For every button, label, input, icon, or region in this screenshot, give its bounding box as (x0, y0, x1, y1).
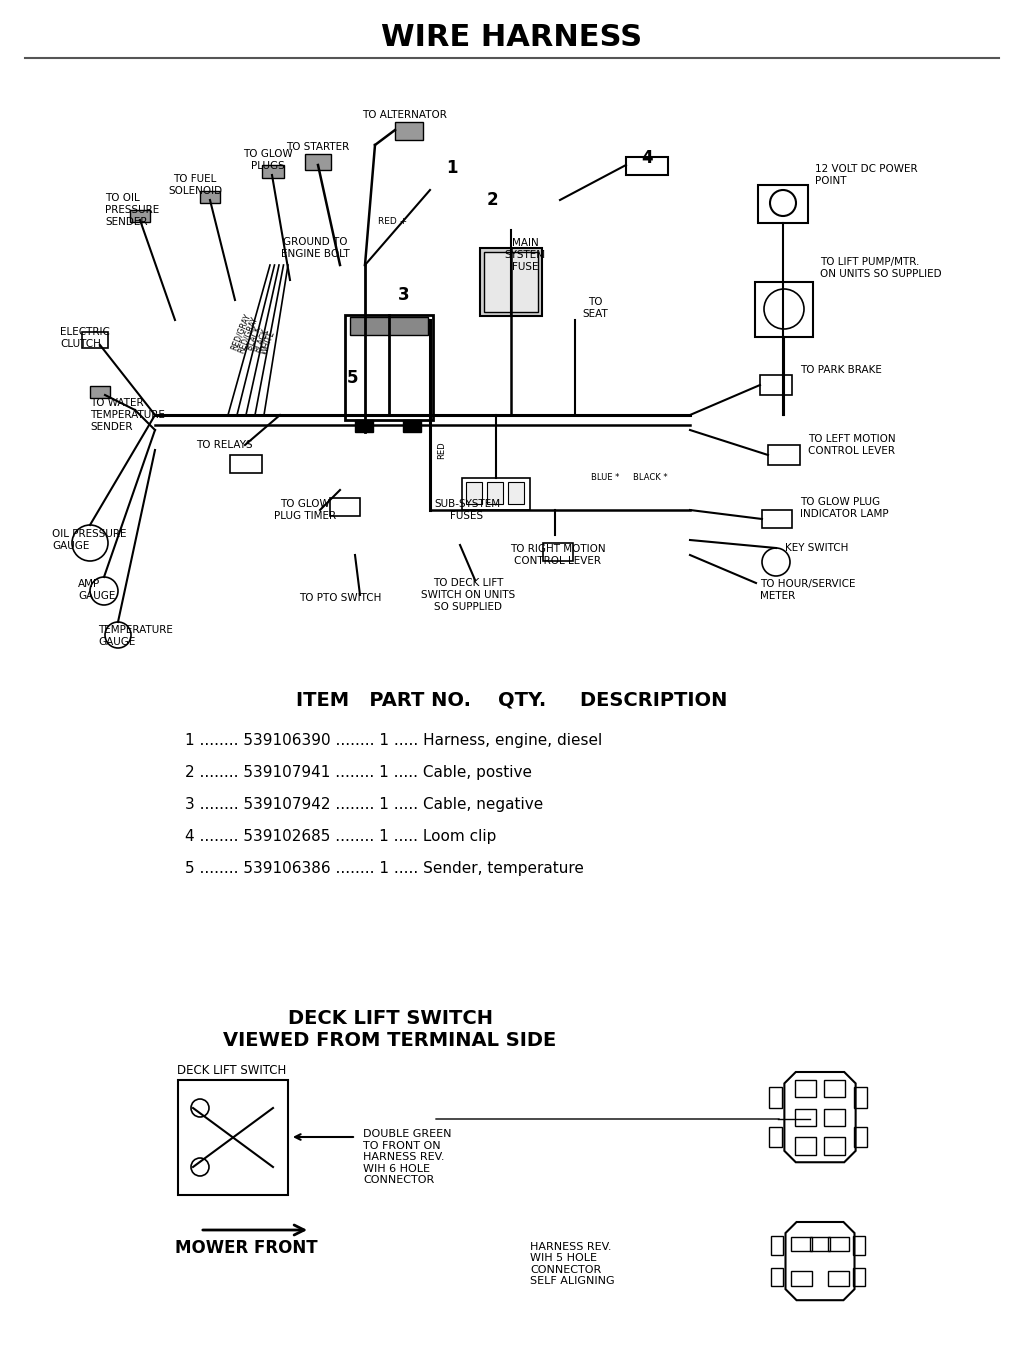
Text: BLACK: BLACK (253, 327, 270, 354)
Bar (854, 1087, 867, 1108)
Text: 4 ........ 539102685 ........ 1 ..... Loom clip: 4 ........ 539102685 ........ 1 ..... Lo… (185, 829, 497, 843)
Bar (796, 1138, 816, 1154)
Bar (466, 482, 482, 504)
Text: TO WATER
TEMPERATURE
SENDER: TO WATER TEMPERATURE SENDER (90, 398, 165, 432)
Text: RED +: RED + (379, 218, 408, 226)
Text: ITEM   PART NO.    QTY.     DESCRIPTION: ITEM PART NO. QTY. DESCRIPTION (296, 690, 728, 710)
Bar (626, 157, 668, 175)
Bar (769, 1127, 782, 1147)
Text: TO DECK LIFT
SWITCH ON UNITS
SO SUPPLIED: TO DECK LIFT SWITCH ON UNITS SO SUPPLIED (421, 578, 515, 612)
Bar (823, 1080, 845, 1096)
Text: RED: RED (437, 441, 446, 459)
Text: DECK LIFT SWITCH: DECK LIFT SWITCH (177, 1064, 287, 1076)
Bar (345, 315, 433, 420)
Bar (330, 498, 360, 516)
Text: SUB-SYSTEM
FUSES: SUB-SYSTEM FUSES (434, 499, 500, 521)
Bar (462, 477, 530, 510)
Text: RED/GRAY: RED/GRAY (237, 315, 259, 355)
Text: TO OIL
PRESSURE
SENDER: TO OIL PRESSURE SENDER (105, 194, 160, 226)
Bar (760, 375, 792, 395)
Bar (769, 1087, 782, 1108)
Bar (178, 1080, 288, 1194)
Text: KEY SWITCH: KEY SWITCH (785, 543, 848, 553)
Bar (305, 153, 331, 169)
Text: OIL PRESSURE
GAUGE: OIL PRESSURE GAUGE (52, 529, 127, 551)
Text: BLACK *: BLACK * (633, 473, 668, 483)
Bar (796, 1108, 816, 1126)
Text: TO LIFT PUMP/MTR.
ON UNITS SO SUPPLIED: TO LIFT PUMP/MTR. ON UNITS SO SUPPLIED (820, 257, 942, 278)
Bar (230, 455, 262, 473)
Text: 4: 4 (641, 149, 653, 167)
Text: 12 VOLT DC POWER
POINT: 12 VOLT DC POWER POINT (815, 164, 918, 186)
Text: 3: 3 (398, 286, 410, 304)
Text: TO PTO SWITCH: TO PTO SWITCH (299, 593, 381, 603)
Text: TEMPERATURE
GAUGE: TEMPERATURE GAUGE (98, 625, 173, 647)
Bar (771, 1236, 783, 1255)
Bar (823, 1108, 845, 1126)
Bar (796, 1080, 816, 1096)
Bar (403, 420, 421, 432)
Bar (771, 1267, 783, 1286)
Bar (828, 1236, 849, 1251)
Bar (762, 510, 792, 529)
Bar (262, 165, 284, 178)
Text: AMP
GAUGE: AMP GAUGE (78, 580, 116, 601)
Text: MOWER FRONT: MOWER FRONT (175, 1239, 317, 1258)
Text: WHITE: WHITE (259, 330, 276, 356)
Bar (484, 252, 538, 312)
Bar (350, 317, 428, 335)
Text: TO ALTERNATOR: TO ALTERNATOR (362, 110, 447, 120)
Text: 3 ........ 539107942 ........ 1 ..... Cable, negative: 3 ........ 539107942 ........ 1 ..... Ca… (185, 796, 544, 811)
Bar (508, 482, 524, 504)
Bar (487, 482, 503, 504)
Text: TO GLOW PLUG
INDICATOR LAMP: TO GLOW PLUG INDICATOR LAMP (800, 498, 889, 519)
Text: TO RELAYS: TO RELAYS (196, 440, 252, 451)
Text: 2 ........ 539107941 ........ 1 ..... Cable, postive: 2 ........ 539107941 ........ 1 ..... Ca… (185, 764, 532, 780)
Bar (853, 1267, 865, 1286)
Bar (90, 386, 110, 398)
Text: MAIN
SYSTEM
FUSE: MAIN SYSTEM FUSE (505, 238, 546, 272)
Bar (130, 210, 150, 222)
Text: VIEWED FROM TERMINAL SIDE: VIEWED FROM TERMINAL SIDE (223, 1030, 557, 1049)
Bar (810, 1236, 830, 1251)
Text: TO LEFT MOTION
CONTROL LEVER: TO LEFT MOTION CONTROL LEVER (808, 434, 896, 456)
Bar (755, 282, 813, 338)
Text: 5: 5 (346, 369, 357, 387)
Text: 1 ........ 539106390 ........ 1 ..... Harness, engine, diesel: 1 ........ 539106390 ........ 1 ..... Ha… (185, 733, 602, 748)
Text: ELECTRIC
CLUTCH: ELECTRIC CLUTCH (60, 327, 110, 348)
Bar (853, 1236, 865, 1255)
Bar (395, 122, 423, 140)
Bar (480, 247, 542, 316)
Text: TO FUEL
SOLENOID: TO FUEL SOLENOID (168, 175, 222, 196)
Text: TO GLOW
PLUG TIMER: TO GLOW PLUG TIMER (274, 499, 336, 521)
Bar (854, 1127, 867, 1147)
Text: TO STARTER: TO STARTER (287, 143, 349, 152)
Bar (792, 1271, 812, 1286)
Bar (792, 1236, 812, 1251)
Text: TO RIGHT MOTION
CONTROL LEVER: TO RIGHT MOTION CONTROL LEVER (510, 545, 606, 566)
Text: 2: 2 (486, 191, 498, 208)
Bar (823, 1138, 845, 1154)
Text: HARNESS REV.
WIH 5 HOLE
CONNECTOR
SELF ALIGNING: HARNESS REV. WIH 5 HOLE CONNECTOR SELF A… (530, 1241, 614, 1286)
Text: DOUBLE GREEN
TO FRONT ON
HARNESS REV.
WIH 6 HOLE
CONNECTOR: DOUBLE GREEN TO FRONT ON HARNESS REV. WI… (362, 1128, 452, 1185)
Bar (768, 445, 800, 465)
Text: DECK LIFT SWITCH: DECK LIFT SWITCH (288, 1009, 493, 1028)
Text: TO
SEAT: TO SEAT (582, 297, 608, 319)
Text: GROUND TO
ENGINE BOLT: GROUND TO ENGINE BOLT (281, 237, 349, 258)
Text: BLACK: BLACK (245, 323, 264, 352)
Text: WIRE HARNESS: WIRE HARNESS (381, 23, 643, 52)
Text: 5 ........ 539106386 ........ 1 ..... Sender, temperature: 5 ........ 539106386 ........ 1 ..... Se… (185, 861, 584, 876)
Text: TO GLOW
PLUGS: TO GLOW PLUGS (243, 149, 293, 171)
Text: 1: 1 (446, 159, 458, 178)
Text: TO PARK BRAKE: TO PARK BRAKE (800, 364, 882, 375)
Bar (543, 543, 573, 561)
Text: RED/GRAY: RED/GRAY (229, 312, 253, 351)
Bar (200, 191, 220, 203)
Bar (828, 1271, 849, 1286)
Bar (355, 420, 373, 432)
Bar (82, 332, 108, 348)
Text: BLUE *: BLUE * (591, 473, 620, 483)
Bar (758, 186, 808, 223)
Text: TO HOUR/SERVICE
METER: TO HOUR/SERVICE METER (760, 580, 855, 601)
